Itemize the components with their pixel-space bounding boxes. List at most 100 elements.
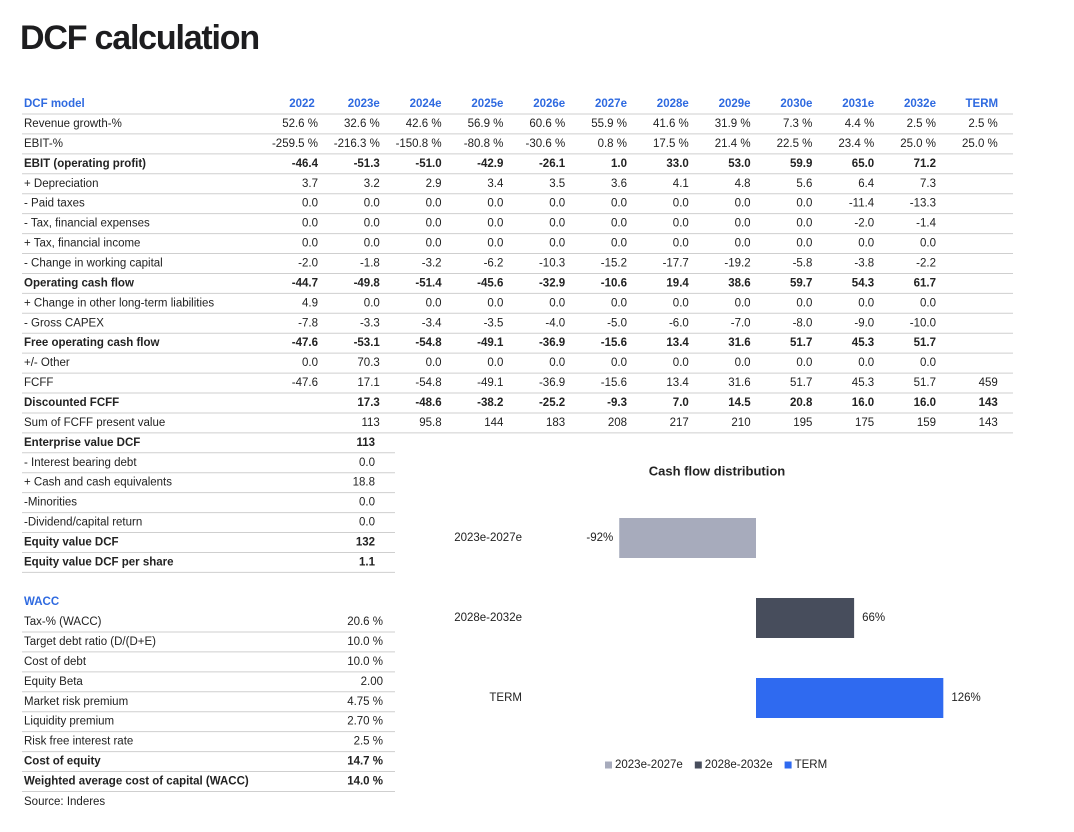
row-label: Liquidity premium	[24, 716, 114, 728]
table-cell: 60.6 %	[529, 118, 565, 130]
table-cell: -2.0	[298, 257, 318, 269]
table-cell: -4.0	[545, 317, 565, 329]
table-cell: -49.1	[477, 377, 503, 389]
table-cell: -2.2	[916, 257, 936, 269]
table-cell: 0.0	[487, 218, 503, 230]
legend-label: 2028e-2032e	[705, 759, 773, 771]
table-cell: 71.2	[914, 158, 936, 170]
table-cell: 0.0	[302, 198, 318, 210]
table-cell: 0.0	[487, 198, 503, 210]
table-cell: -10.3	[539, 257, 565, 269]
table-cell: 23.4 %	[838, 138, 874, 150]
table-cell: -17.7	[663, 257, 689, 269]
y-tick-label: 2028e-2032e	[454, 612, 522, 624]
table-cell: 14.0 %	[347, 775, 383, 787]
row-label: Equity value DCF per share	[24, 556, 174, 568]
row-label: EBIT-%	[24, 138, 63, 150]
table-cell: 0.0	[364, 297, 380, 309]
row-label: + Depreciation	[24, 178, 98, 190]
table-cell: 14.5	[728, 397, 751, 409]
table-cell: -9.0	[854, 317, 874, 329]
table-cell: 0.0	[611, 218, 627, 230]
table-header-year: 2027e	[595, 98, 627, 110]
table-cell: 0.0	[920, 238, 936, 250]
table-cell: -5.0	[607, 317, 627, 329]
table-cell: 0.0	[487, 238, 503, 250]
table-cell: 0.0	[735, 238, 751, 250]
table-header-year: 2029e	[719, 98, 751, 110]
table-cell: 17.3	[357, 397, 379, 409]
bar	[619, 518, 756, 558]
table-cell: -150.8 %	[396, 138, 442, 150]
row-label: Enterprise value DCF	[24, 437, 140, 449]
table-cell: 0.8 %	[598, 138, 627, 150]
table-cell: -216.3 %	[334, 138, 380, 150]
source: Source: Inderes	[24, 796, 105, 808]
table-cell: 3.6	[611, 178, 627, 190]
table-cell: -3.4	[422, 317, 442, 329]
table-cell: 16.0	[852, 397, 874, 409]
legend-swatch	[784, 761, 792, 769]
table-cell: 0.0	[549, 297, 565, 309]
table-cell: 3.7	[302, 178, 318, 190]
table-cell: 0.0	[673, 218, 689, 230]
table-cell: 159	[917, 417, 936, 429]
table-cell: -19.2	[724, 257, 750, 269]
table-cell: 0.0	[611, 238, 627, 250]
table-header-year: 2026e	[533, 98, 565, 110]
table-cell: -9.3	[607, 397, 627, 409]
table-cell: 51.7	[790, 377, 812, 389]
table-cell: 183	[546, 417, 565, 429]
table-cell: 0.0	[920, 297, 936, 309]
table-cell: 0.0	[858, 297, 874, 309]
table-cell: -2.0	[854, 218, 874, 230]
table-cell: 38.6	[728, 277, 750, 289]
bar	[756, 678, 944, 718]
table-header-year: 2028e	[657, 98, 689, 110]
table-header-year: 2031e	[842, 98, 874, 110]
table-cell: 113	[361, 417, 379, 429]
row-label: - Paid taxes	[24, 198, 85, 210]
table-cell: 51.7	[790, 337, 812, 349]
y-tick-label: 2023e-2027e	[454, 532, 522, 544]
row-label: Cost of debt	[24, 656, 87, 668]
table-cell: 25.0 %	[962, 138, 998, 150]
table-cell: 56.9 %	[468, 118, 504, 130]
table-cell: 2.5 %	[907, 118, 936, 130]
table-cell: 0.0	[796, 357, 812, 369]
table-cell: -54.8	[415, 377, 441, 389]
table-cell: 0.0	[549, 238, 565, 250]
table-cell: 143	[979, 417, 998, 429]
row-label: EBIT (operating profit)	[24, 158, 146, 170]
legend-label: 2023e-2027e	[615, 759, 683, 771]
table-cell: 4.8	[735, 178, 751, 190]
table-cell: -42.9	[477, 158, 503, 170]
legend-swatch	[694, 761, 702, 769]
table-cell: 0.0	[487, 357, 503, 369]
table-cell: 175	[855, 417, 874, 429]
table-cell: 210	[731, 417, 750, 429]
table-header-year: 2025e	[471, 98, 503, 110]
table-cell: 4.9	[302, 297, 318, 309]
table-cell: 0.0	[364, 238, 380, 250]
table-cell: 53.0	[728, 158, 750, 170]
table-cell: -259.5 %	[272, 138, 318, 150]
table-cell: 0.0	[611, 297, 627, 309]
table-cell: 18.8	[353, 477, 375, 489]
table-cell: 2.5 %	[968, 118, 997, 130]
table-cell: 4.1	[673, 178, 689, 190]
table-cell: -53.1	[354, 337, 381, 349]
table-cell: 0.0	[487, 297, 503, 309]
table-cell: 10.0 %	[347, 656, 383, 668]
table-cell: -10.0	[910, 317, 936, 329]
table-cell: 3.4	[487, 178, 504, 190]
table-cell: 17.5 %	[653, 138, 689, 150]
row-label: Equity Beta	[24, 676, 83, 688]
row-label: Sum of FCFF present value	[24, 417, 165, 429]
table-cell: 217	[670, 417, 689, 429]
table-cell: 0.0	[426, 357, 442, 369]
table-cell: -32.9	[539, 277, 565, 289]
table-cell: -46.4	[292, 158, 319, 170]
table-cell: 0.0	[611, 357, 627, 369]
table-cell: 1.0	[611, 158, 627, 170]
